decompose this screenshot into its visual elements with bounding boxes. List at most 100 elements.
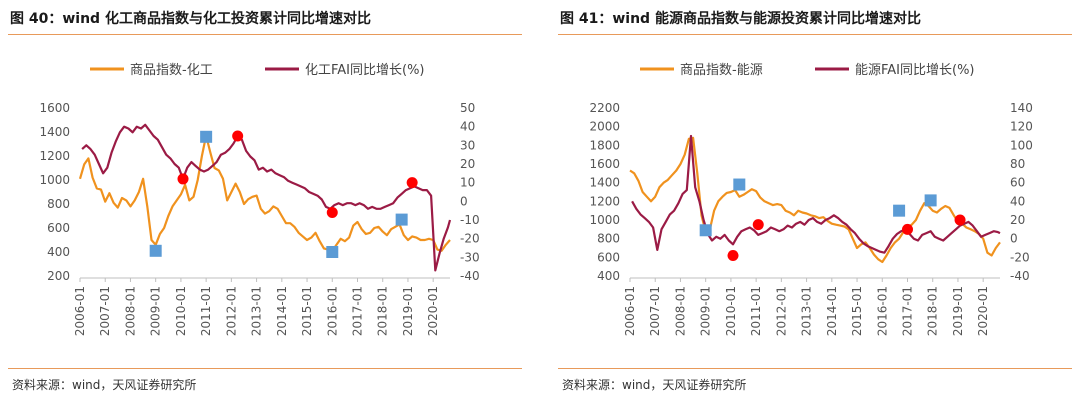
y-left-tick-label: 800 — [47, 197, 70, 211]
legend-label: 商品指数-能源 — [680, 63, 763, 78]
circle-marker — [326, 207, 338, 219]
x-tick-label: 2007-01 — [98, 286, 112, 336]
legend: 商品指数-能源 能源FAI同比增长(%) — [640, 63, 975, 78]
square-marker — [924, 194, 937, 207]
commodity-index-line — [78, 134, 451, 252]
circle-marker — [954, 214, 966, 226]
y-left-tick-label: 800 — [597, 232, 620, 246]
x-tick-label: 2017-01 — [901, 286, 915, 336]
x-tick-label: 2018-01 — [376, 286, 390, 336]
x-tick-label: 2008-01 — [673, 286, 687, 336]
source-note: 资料来源：wind，天风证券研究所 — [12, 378, 197, 392]
y-left-tick-label: 400 — [597, 269, 620, 283]
x-tick-label: 2015-01 — [300, 286, 314, 336]
square-marker — [893, 204, 906, 217]
x-tick-label: 2019-01 — [951, 286, 965, 336]
energy-chart: 商品指数-能源 能源FAI同比增长(%)400600800100012001400… — [589, 63, 1033, 336]
legend-label: 能源FAI同比增长(%) — [855, 63, 975, 78]
y-right-tick-label: 80 — [1010, 157, 1025, 171]
x-tick-label: 2008-01 — [123, 286, 137, 336]
y-left-tick-label: 1200 — [589, 194, 620, 208]
y-left-tick-label: 400 — [47, 245, 70, 259]
y-left-tick-label: 1200 — [39, 149, 70, 163]
fai-growth-line — [631, 134, 1001, 254]
y-right-tick-label: -40 — [460, 269, 480, 283]
title-divider — [558, 34, 1072, 35]
y-right-tick-label: -20 — [460, 232, 480, 246]
square-marker — [149, 244, 162, 257]
y-left-tick-label: 2200 — [589, 101, 620, 115]
x-tick-label: 2013-01 — [800, 286, 814, 336]
y-right-tick-label: 20 — [1010, 213, 1025, 227]
x-tick-label: 2011-01 — [749, 286, 763, 336]
commodity-index-line — [629, 136, 1001, 264]
y-left-tick-label: 1400 — [39, 125, 70, 139]
y-right-tick-label: 140 — [1010, 101, 1033, 115]
y-left-tick-label: 1000 — [39, 173, 70, 187]
x-tick-label: 2014-01 — [825, 286, 839, 336]
figure-41-panel: 图 41：wind 能源商品指数与能源投资累计同比增速对比 商品指数-能源 能源F… — [550, 0, 1080, 400]
x-tick-label: 2020-01 — [976, 286, 990, 336]
y-left-tick-label: 1600 — [39, 101, 70, 115]
legend: 商品指数-化工 化工FAI同比增长(%) — [90, 63, 425, 78]
title-divider — [8, 34, 522, 35]
circle-marker — [727, 249, 739, 261]
y-right-tick-label: 50 — [460, 101, 475, 115]
x-tick-label: 2014-01 — [275, 286, 289, 336]
footer-divider — [558, 368, 1072, 369]
figure-40-panel: 图 40：wind 化工商品指数与化工投资累计同比增速对比 商品指数-化工 化工F… — [0, 0, 530, 400]
x-tick-label: 2016-01 — [325, 286, 339, 336]
x-tick-label: 2009-01 — [699, 286, 713, 336]
square-marker — [699, 224, 712, 237]
x-tick-label: 2010-01 — [174, 286, 188, 336]
y-left-tick-label: 1600 — [589, 157, 620, 171]
circle-marker — [752, 219, 764, 231]
x-tick-label: 2007-01 — [648, 286, 662, 336]
x-tick-label: 2009-01 — [149, 286, 163, 336]
x-tick-label: 2010-01 — [724, 286, 738, 336]
x-tick-label: 2015-01 — [850, 286, 864, 336]
legend-label: 化工FAI同比增长(%) — [305, 63, 425, 78]
y-right-tick-label: 0 — [1010, 232, 1018, 246]
y-left-tick-label: 2000 — [589, 120, 620, 134]
y-left-tick-label: 1400 — [589, 176, 620, 190]
circle-marker — [406, 177, 418, 189]
y-right-tick-label: -30 — [460, 250, 480, 264]
y-left-tick-label: 600 — [597, 250, 620, 264]
y-right-tick-label: -40 — [1010, 269, 1030, 283]
square-marker — [395, 213, 408, 226]
y-right-tick-label: 20 — [460, 157, 475, 171]
x-tick-label: 2018-01 — [926, 286, 940, 336]
y-right-tick-label: 120 — [1010, 120, 1033, 134]
legend-label: 商品指数-化工 — [130, 63, 213, 78]
x-tick-label: 2006-01 — [623, 286, 637, 336]
y-right-tick-label: 40 — [460, 120, 475, 134]
y-right-tick-label: 10 — [460, 176, 475, 190]
square-marker — [733, 178, 746, 191]
x-tick-label: 2012-01 — [774, 286, 788, 336]
source-note: 资料来源：wind，天风证券研究所 — [562, 378, 747, 392]
x-tick-label: 2011-01 — [199, 286, 213, 336]
chemical-chart: 商品指数-化工 化工FAI同比增长(%) 200 400 600 800 1000 1200 1… — [39, 63, 480, 336]
x-tick-label: 2019-01 — [401, 286, 415, 336]
x-tick-label: 2012-01 — [224, 286, 238, 336]
circle-marker — [902, 223, 913, 235]
x-tick-label: 2020-01 — [426, 286, 440, 336]
y-left-tick-label: 200 — [47, 269, 70, 283]
y-left-tick-label: 600 — [47, 221, 70, 235]
y-right-tick-label: -20 — [1010, 250, 1030, 264]
y-right-tick-label: 100 — [1010, 138, 1033, 152]
y-right-tick-label: 30 — [460, 138, 475, 152]
x-tick-label: 2013-01 — [250, 286, 264, 336]
x-tick-label: 2017-01 — [351, 286, 365, 336]
x-tick-label: 2006-01 — [73, 286, 87, 336]
y-left-tick-label: 1800 — [589, 138, 620, 152]
fai-growth-line — [81, 123, 452, 272]
circle-marker — [177, 173, 189, 185]
footer-divider — [8, 368, 522, 369]
square-marker — [326, 246, 339, 258]
figure-title: 图 40：wind 化工商品指数与化工投资累计同比增速对比 — [10, 11, 371, 27]
y-right-tick-label: 40 — [1010, 194, 1025, 208]
y-right-tick-label: -10 — [460, 213, 480, 227]
x-tick-label: 2016-01 — [875, 286, 889, 336]
